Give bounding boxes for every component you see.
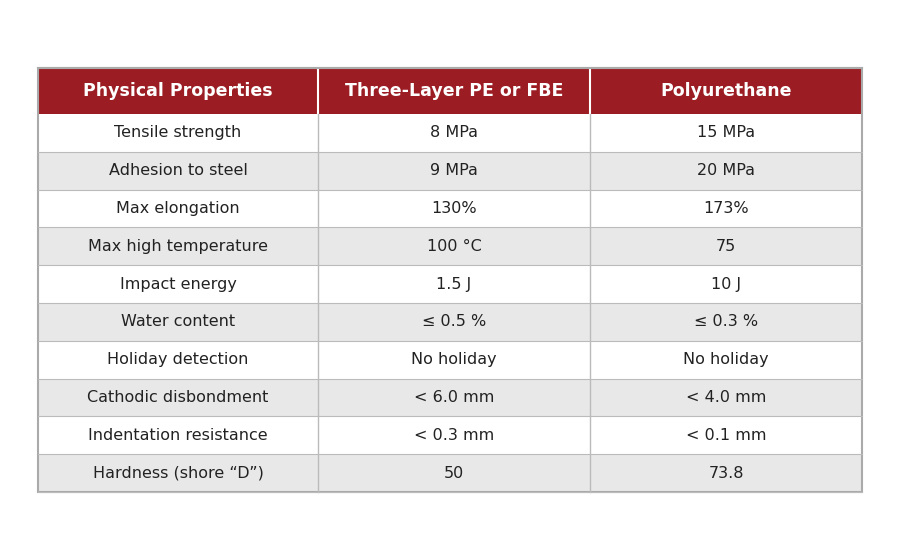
Bar [590,227,862,265]
Text: Water content: Water content [121,315,235,329]
Bar [38,265,319,303]
Text: 100 °C: 100 °C [427,239,482,254]
Bar [590,152,862,190]
Bar [319,303,590,341]
Bar [319,265,590,303]
Bar [590,114,862,152]
Text: Holiday detection: Holiday detection [107,352,248,367]
Text: 50: 50 [444,466,464,481]
Text: 130%: 130% [431,201,477,216]
Text: No holiday: No holiday [411,352,497,367]
Text: 10 J: 10 J [711,277,741,292]
Bar [38,190,319,227]
Text: 75: 75 [716,239,736,254]
Bar [590,68,862,114]
Bar [319,416,590,454]
Bar [38,303,319,341]
Text: Max high temperature: Max high temperature [88,239,268,254]
Bar [38,454,319,492]
Text: Cathodic disbondment: Cathodic disbondment [87,390,269,405]
Bar [590,378,862,416]
Text: Adhesion to steel: Adhesion to steel [109,163,248,178]
Bar [38,416,319,454]
Text: 15 MPa: 15 MPa [697,125,755,140]
Text: Indentation resistance: Indentation resistance [88,428,268,443]
Text: Three-Layer PE or FBE: Three-Layer PE or FBE [345,82,563,100]
Bar [38,68,862,492]
Text: < 6.0 mm: < 6.0 mm [414,390,494,405]
Text: 9 MPa: 9 MPa [430,163,478,178]
Text: < 0.3 mm: < 0.3 mm [414,428,494,443]
Bar [38,378,319,416]
Bar [319,227,590,265]
Text: < 0.1 mm: < 0.1 mm [686,428,766,443]
Bar [38,152,319,190]
Bar [38,227,319,265]
Bar [590,303,862,341]
Text: 20 MPa: 20 MPa [697,163,755,178]
Text: Max elongation: Max elongation [116,201,240,216]
Bar [319,341,590,378]
Text: Impact energy: Impact energy [120,277,237,292]
Bar [319,68,590,114]
Text: 1.5 J: 1.5 J [436,277,472,292]
Bar [590,416,862,454]
Text: Physical Properties: Physical Properties [84,82,273,100]
Bar [319,152,590,190]
Text: Polyurethane: Polyurethane [661,82,792,100]
Bar [590,454,862,492]
Bar [319,454,590,492]
Bar [590,341,862,378]
Text: ≤ 0.3 %: ≤ 0.3 % [694,315,758,329]
Bar [38,341,319,378]
Bar [38,114,319,152]
Text: < 4.0 mm: < 4.0 mm [686,390,766,405]
Bar [38,68,319,114]
Text: No holiday: No holiday [683,352,769,367]
Text: 73.8: 73.8 [708,466,743,481]
Bar [319,114,590,152]
Bar [590,265,862,303]
Bar [319,378,590,416]
Text: ≤ 0.5 %: ≤ 0.5 % [422,315,486,329]
Text: Tensile strength: Tensile strength [114,125,242,140]
Text: 8 MPa: 8 MPa [430,125,478,140]
Text: 173%: 173% [703,201,749,216]
Text: Hardness (shore “D”): Hardness (shore “D”) [93,466,264,481]
Bar [319,190,590,227]
Bar [590,190,862,227]
